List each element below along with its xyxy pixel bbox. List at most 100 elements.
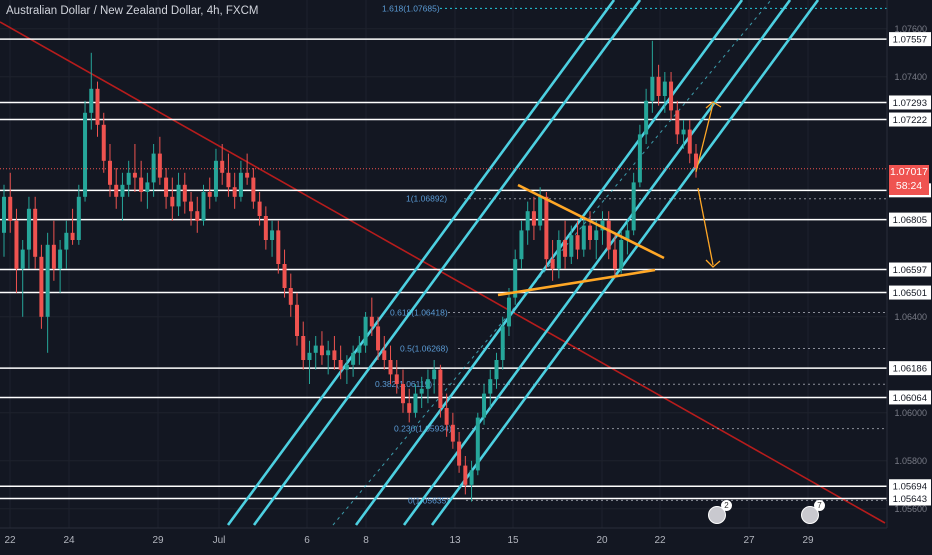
- candle-body: [438, 369, 443, 408]
- time-axis[interactable]: [0, 528, 932, 550]
- price-tick-label: 1.05800: [894, 456, 927, 466]
- candle-body: [351, 352, 356, 365]
- candle-body: [270, 230, 275, 240]
- event-count-badge: 7: [814, 500, 825, 511]
- time-tick-label: 22: [4, 535, 16, 546]
- economic-event-icon[interactable]: 2: [708, 500, 732, 524]
- candle-body: [51, 244, 56, 269]
- bar-countdown: 58:24: [895, 180, 923, 192]
- candle-body: [413, 393, 418, 413]
- level-price-label: 1.06064: [893, 393, 927, 404]
- candle-body: [276, 230, 281, 264]
- triangle-upper-line[interactable]: [517, 183, 665, 260]
- price-tick-label: 1.07400: [894, 72, 927, 82]
- candle-body: [95, 88, 100, 125]
- candle-body: [600, 220, 605, 231]
- candle-body: [432, 369, 437, 380]
- time-tick-label: 13: [449, 535, 461, 546]
- level-price-tag: [889, 212, 931, 227]
- candle-body: [20, 249, 25, 269]
- fibonacci-label: 0.618(1.06418): [390, 307, 448, 317]
- economic-event-icon[interactable]: 7: [801, 500, 825, 524]
- channel-line[interactable]: [226, 0, 616, 526]
- arrow-head: [705, 259, 721, 268]
- candle-body: [444, 408, 449, 425]
- time-tick-label: 22: [654, 535, 666, 546]
- descending-trendline[interactable]: [0, 21, 886, 524]
- time-tick-label: 6: [304, 535, 310, 546]
- price-tick-label: 1.06400: [894, 312, 927, 322]
- channel-line[interactable]: [354, 0, 744, 526]
- symbol-title: Australian Dollar / New Zealand Dollar, …: [6, 5, 259, 17]
- level-price-tag: [889, 112, 931, 127]
- candle-body: [132, 172, 137, 178]
- level-price-tag: [889, 361, 931, 376]
- candle-body: [494, 360, 499, 380]
- candle-body: [126, 172, 131, 185]
- candle-body: [157, 153, 162, 178]
- candle-body: [506, 297, 511, 327]
- candle-body: [525, 211, 530, 231]
- candle-body: [550, 259, 555, 269]
- candle-body: [151, 153, 156, 183]
- bullish-projection-arrow[interactable]: [695, 103, 714, 173]
- candle-body: [363, 316, 368, 346]
- candle-body: [164, 177, 169, 197]
- candle-body: [357, 345, 362, 353]
- candle-body: [612, 249, 617, 269]
- candle-body: [232, 187, 237, 197]
- candle-body: [33, 208, 38, 257]
- candle-body: [139, 177, 144, 192]
- channel-median-line: [332, 0, 772, 526]
- candle-body: [195, 211, 200, 221]
- candle-body: [245, 172, 250, 178]
- candle-body: [513, 259, 518, 298]
- candle-body: [64, 232, 69, 250]
- candle-body: [694, 153, 698, 168]
- candle-body: [182, 184, 187, 202]
- candle-body: [120, 184, 125, 197]
- candle-body: [625, 230, 630, 240]
- price-tick-label: 1.07600: [894, 24, 927, 34]
- candle-body: [295, 304, 300, 336]
- time-tick-label: 15: [507, 535, 519, 546]
- candle-body: [500, 326, 505, 360]
- candle-body: [457, 441, 462, 466]
- candle-body: [282, 264, 287, 288]
- candle-body: [344, 364, 349, 370]
- time-tick-label: 8: [363, 535, 369, 546]
- fibonacci-label: 0.236(1.05934): [394, 424, 452, 434]
- candle-body: [83, 112, 88, 197]
- candle-body: [45, 244, 50, 317]
- fibonacci-label: 1(1.06892): [406, 194, 447, 204]
- candle-body: [2, 196, 6, 233]
- candle-body: [332, 350, 337, 360]
- candle-body: [101, 124, 106, 161]
- candle-body: [189, 201, 194, 212]
- candle-body: [213, 160, 218, 197]
- candle-body: [581, 225, 586, 250]
- level-price-label: 1.05694: [893, 482, 927, 493]
- candle-body: [238, 172, 243, 197]
- channel-line[interactable]: [430, 0, 820, 526]
- candle-body: [650, 76, 655, 101]
- candle-body: [594, 230, 599, 240]
- current-price-value: 1.07017: [890, 166, 928, 178]
- candle-body: [39, 256, 44, 317]
- candle-body: [58, 249, 63, 269]
- candle-body: [569, 235, 574, 257]
- channel-line[interactable]: [252, 0, 642, 526]
- triangle-lower-line[interactable]: [497, 268, 656, 297]
- time-tick-label: Jul: [213, 535, 226, 546]
- bearish-projection-arrow[interactable]: [697, 187, 714, 266]
- channel-line[interactable]: [402, 0, 792, 526]
- candle-body: [338, 360, 343, 370]
- candle-body: [70, 232, 75, 240]
- candle-body: [519, 230, 524, 260]
- candle-body: [301, 336, 306, 360]
- candle-body: [450, 424, 455, 442]
- candle-body: [89, 88, 94, 113]
- candle-body: [425, 379, 430, 389]
